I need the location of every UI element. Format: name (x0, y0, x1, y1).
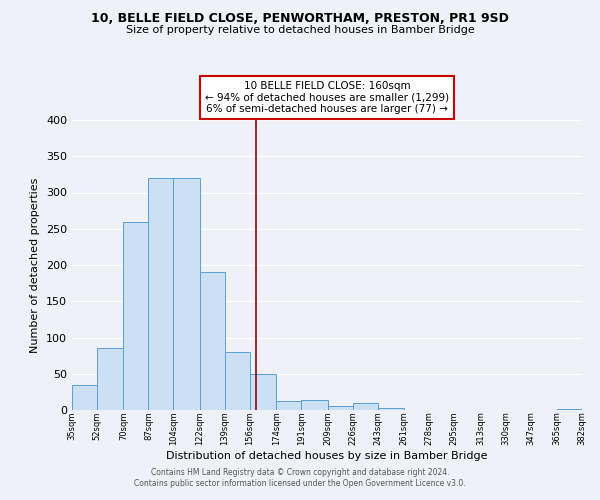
Text: 10, BELLE FIELD CLOSE, PENWORTHAM, PRESTON, PR1 9SD: 10, BELLE FIELD CLOSE, PENWORTHAM, PREST… (91, 12, 509, 26)
Bar (276, 402, 301, 410)
Bar (200, 272, 225, 410)
Bar (353, 404, 378, 410)
X-axis label: Distribution of detached houses by size in Bamber Bridge: Distribution of detached houses by size … (166, 451, 488, 461)
Bar (557, 408, 582, 410)
Bar (72, 384, 97, 410)
Text: Contains HM Land Registry data © Crown copyright and database right 2024.
Contai: Contains HM Land Registry data © Crown c… (134, 468, 466, 487)
Bar (250, 374, 276, 410)
Bar (124, 222, 148, 410)
Bar (301, 400, 328, 410)
Bar (173, 178, 200, 410)
Text: Size of property relative to detached houses in Bamber Bridge: Size of property relative to detached ho… (125, 25, 475, 35)
Bar (328, 406, 353, 410)
Text: 10 BELLE FIELD CLOSE: 160sqm
← 94% of detached houses are smaller (1,299)
6% of : 10 BELLE FIELD CLOSE: 160sqm ← 94% of de… (205, 81, 449, 114)
Bar (378, 408, 404, 410)
Y-axis label: Number of detached properties: Number of detached properties (31, 178, 40, 352)
Bar (148, 178, 173, 410)
Bar (97, 348, 124, 410)
Bar (225, 352, 250, 410)
